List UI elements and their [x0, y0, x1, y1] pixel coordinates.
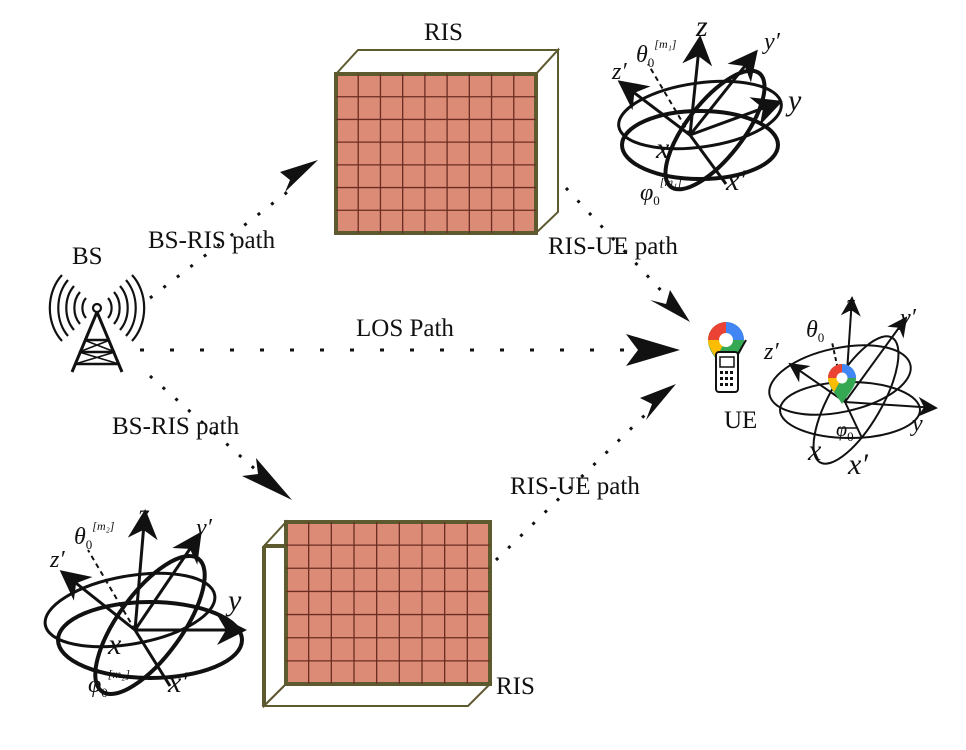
theta-ue: θ0 [806, 317, 825, 345]
map-pin-small-icon [828, 364, 856, 404]
ue-label: UE [724, 407, 758, 434]
axis-yp-ue: y′ [900, 305, 916, 331]
los-path [140, 334, 680, 366]
axis-x-m2: x [108, 628, 122, 661]
axis-xp-ue: x′ [848, 448, 868, 481]
axis-zp-m2: z′ [50, 547, 65, 573]
theta-m1: θ0[m₁] [636, 37, 677, 70]
axis-zp-ue: z′ [764, 339, 779, 365]
axis-y-ue: y [912, 411, 923, 437]
ris-panel-top [333, 47, 561, 236]
axis-z-m1: z [696, 10, 708, 43]
ris-ue-top-path [564, 186, 690, 322]
bs-label: BS [72, 243, 103, 270]
phi-m1: φ0[m₁] [640, 175, 682, 208]
ris-bottom-label: RIS [496, 673, 535, 700]
axis-xp-m2: x′ [168, 666, 188, 699]
axis-yp-m2: y′ [196, 515, 212, 541]
axis-y-m1: y [788, 84, 802, 117]
theta-m2: θ0[m₂] [74, 519, 115, 552]
axis-zp-m1: z′ [612, 59, 627, 85]
ris-ue-bottom-path [494, 384, 676, 562]
bs-ris-bottom-path [149, 374, 292, 500]
ris-top-label: RIS [424, 19, 463, 46]
phi-ue: φ0 [836, 419, 854, 444]
phi-m2: φ0[m₂] [88, 667, 130, 700]
antenna-tower-icon [48, 274, 146, 373]
axis-z-m2: z [138, 498, 150, 531]
bs-ris-top-path [149, 160, 318, 300]
axis-y-m2: y [228, 584, 242, 617]
rotation-axes-m2 [43, 509, 247, 696]
axis-z-ue: z [846, 291, 856, 317]
map-pin-phone-icon [708, 322, 747, 393]
los-path-label: LOS Path [356, 315, 454, 342]
ris-panel-bottom [261, 519, 493, 709]
axis-yp-m1: y′ [764, 29, 780, 55]
ris-ue-bottom-path-label: RIS-UE path [510, 473, 640, 500]
axis-xp-m1: x′ [726, 164, 746, 197]
axis-x-ue: x [808, 434, 822, 467]
axis-x-m1: x [656, 132, 670, 165]
ris-ue-top-path-label: RIS-UE path [548, 233, 678, 260]
bs-ris-bottom-path-label: BS-RIS path [112, 413, 240, 440]
rotation-axes-m1 [617, 35, 783, 192]
bs-ris-top-path-label: BS-RIS path [148, 227, 276, 254]
